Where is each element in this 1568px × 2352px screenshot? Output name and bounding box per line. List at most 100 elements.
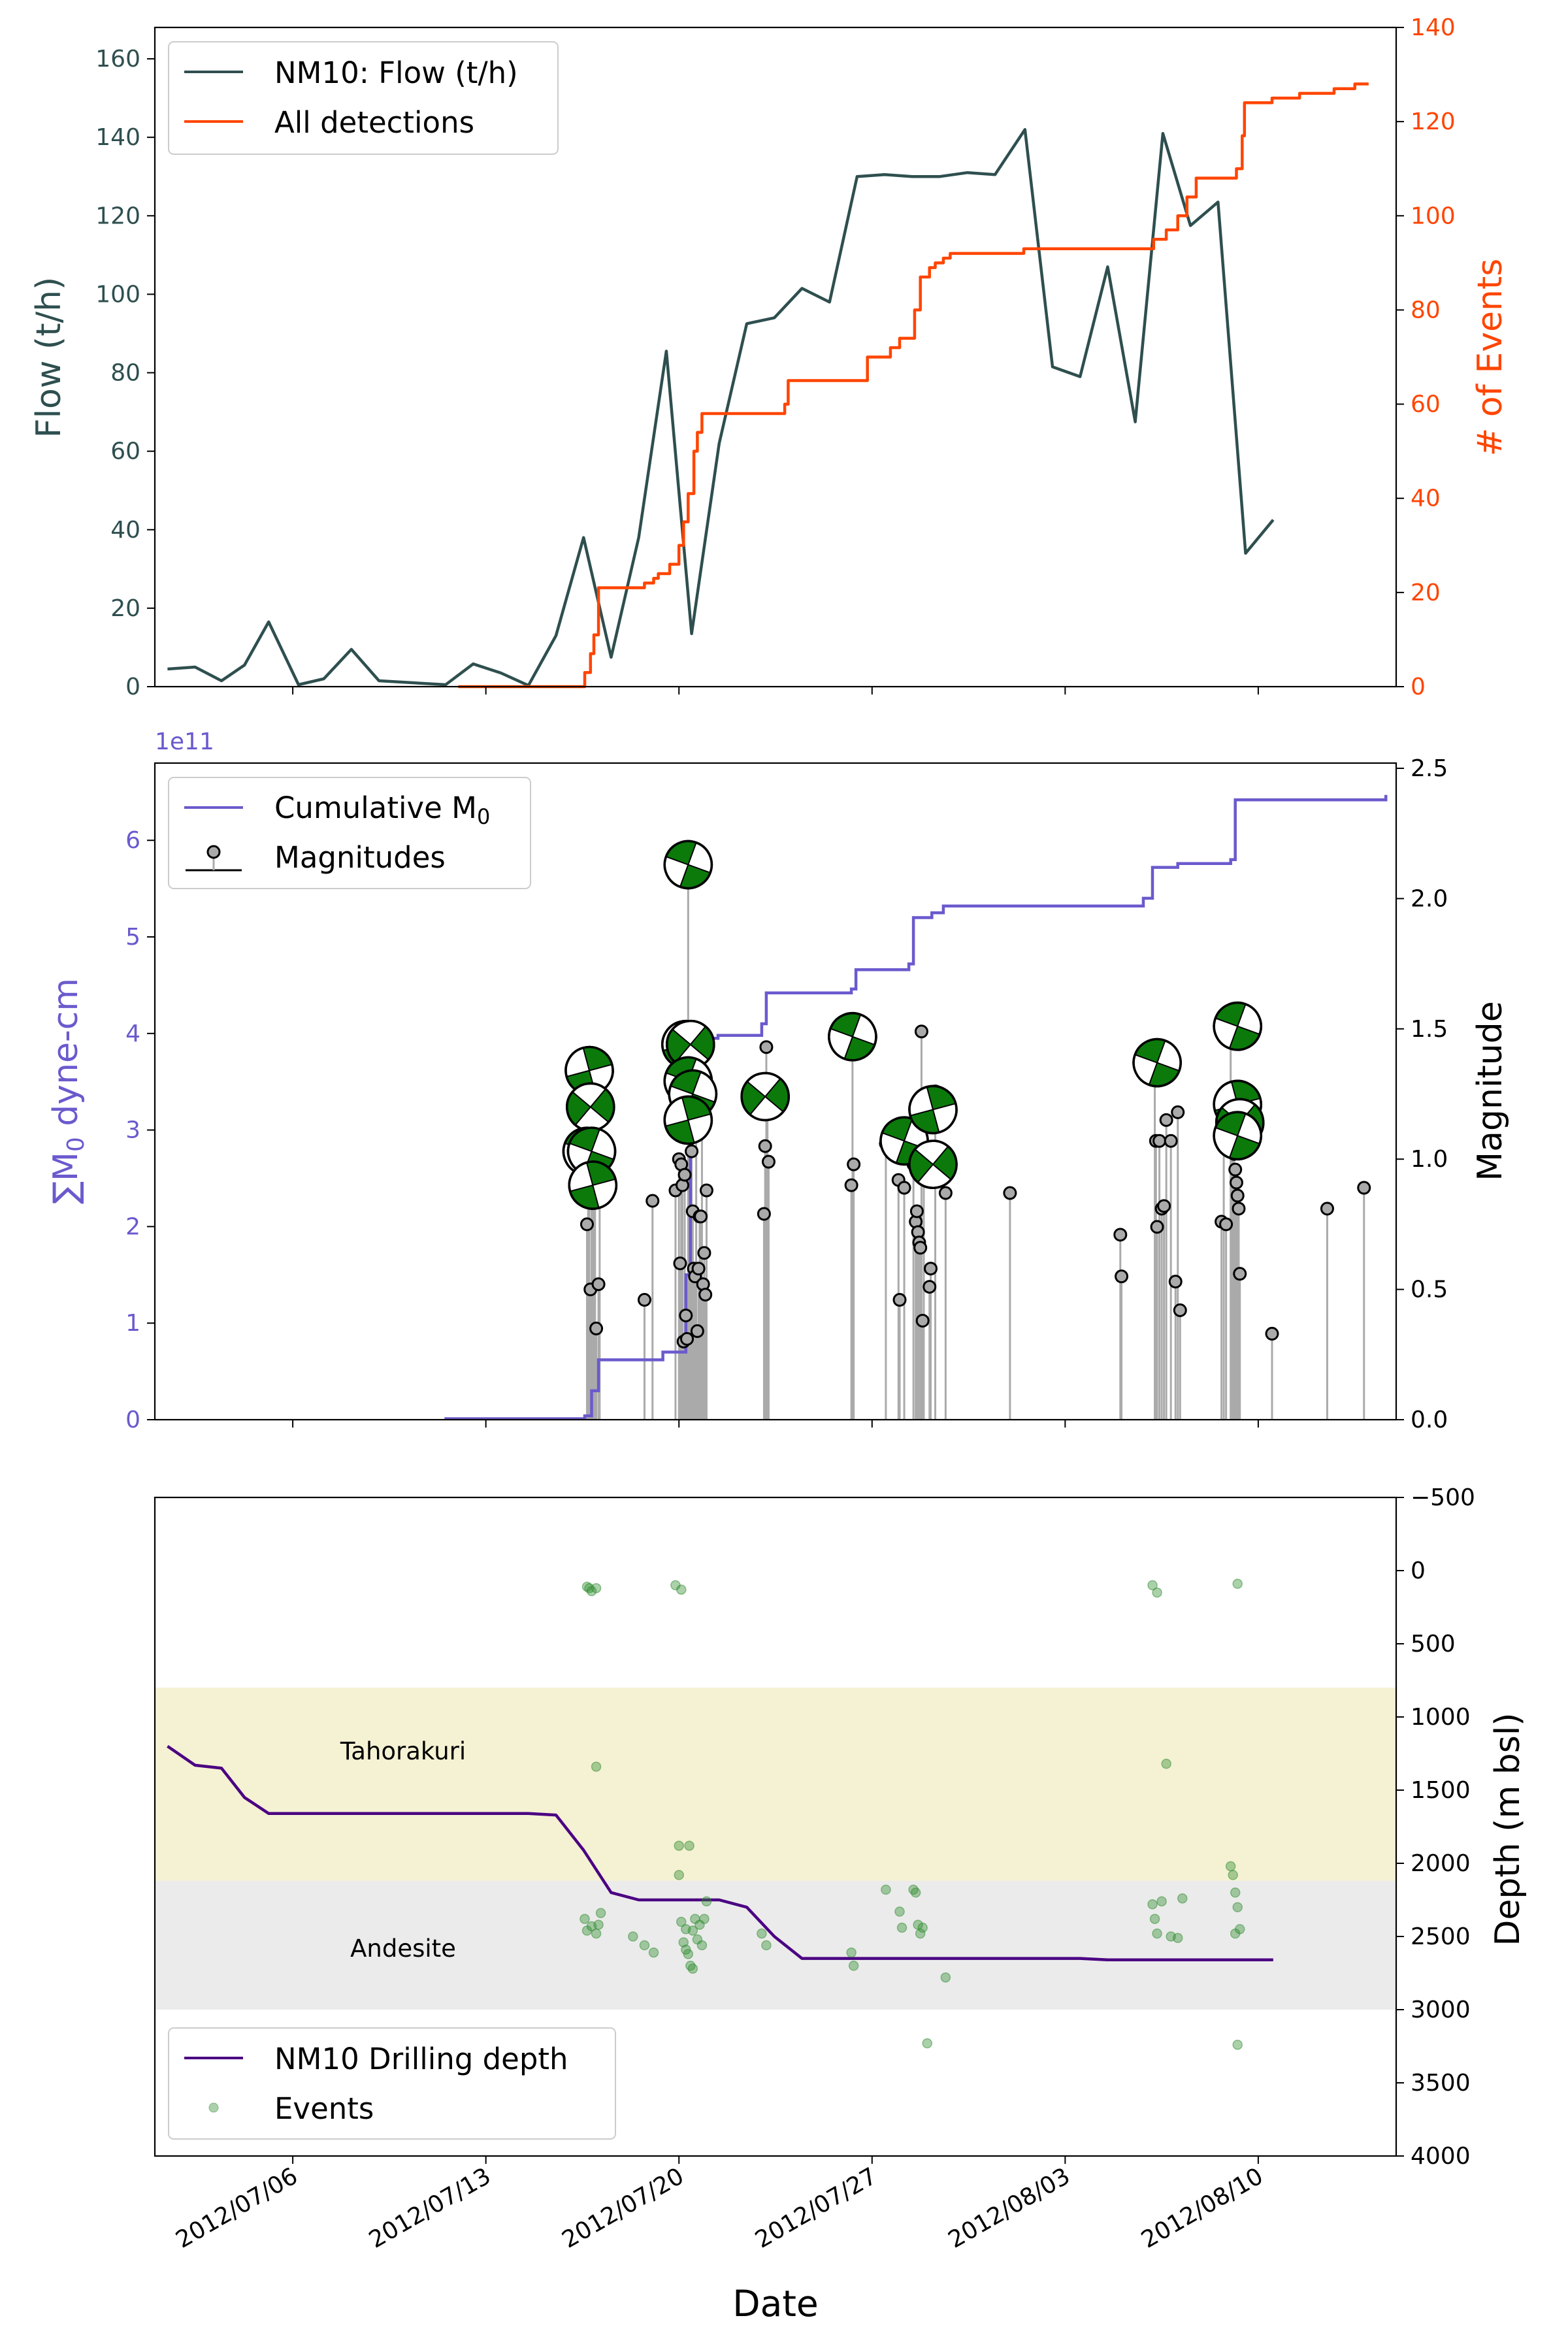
magnitude-marker <box>1168 1275 1183 1289</box>
event-point <box>580 1914 590 1924</box>
beachball-rim <box>566 1082 615 1132</box>
flow-x-ticks <box>292 687 1259 694</box>
event-point <box>917 1922 928 1933</box>
magnitude-axis-label: Magnitude <box>1471 1001 1510 1181</box>
magnitude-marker <box>1173 1303 1187 1317</box>
y-tick-label-right: 0 <box>1411 674 1426 700</box>
magnitude-marker <box>1164 1134 1178 1148</box>
magnitude-marker <box>923 1280 937 1294</box>
y-tick-label-right: 140 <box>1411 14 1456 41</box>
legend-events-label: Events <box>274 2091 374 2126</box>
magnitude-marker <box>685 1144 699 1158</box>
depth-panel-frame <box>154 1496 1397 2157</box>
moment-axis-label-rest: dyne-cm <box>46 978 86 1137</box>
legend-magnitude-marker <box>206 845 221 859</box>
moment-axis-label-main: ∑M <box>46 1152 86 1204</box>
cumulative-moment-line <box>444 794 1388 1420</box>
event-point <box>1230 1928 1241 1939</box>
event-point <box>683 1949 694 1959</box>
beachball-quadrant <box>909 1149 933 1183</box>
beachball-rim <box>1213 1111 1262 1161</box>
magnitude-marker <box>757 1207 771 1221</box>
magnitude-marker <box>580 1217 594 1232</box>
y-tick-label-left: 100 <box>95 281 140 308</box>
beachball-quadrant <box>742 1081 766 1115</box>
y-tick-label-right: 2.5 <box>1411 755 1448 782</box>
magnitude-marker <box>1229 1175 1243 1190</box>
moment-left-ticks: 0 1 2 3 4 5 6 <box>125 827 155 1433</box>
magnitude-marker <box>1228 1162 1243 1177</box>
y-tick-label-right: 40 <box>1411 485 1441 512</box>
event-point <box>591 1583 602 1593</box>
beachball-rim <box>1213 1002 1262 1051</box>
event-point <box>1152 1928 1162 1939</box>
magnitude-marker <box>1232 1201 1246 1216</box>
beachball-quadrant <box>765 1078 789 1112</box>
drilling-depth-line <box>167 1744 1273 1962</box>
magnitude-marker <box>1230 1188 1245 1203</box>
event-point <box>896 1922 907 1933</box>
event-point <box>1232 1902 1243 1912</box>
y-tick-label-left: 20 <box>110 595 140 622</box>
legend-moment-label: Cumulative M0 <box>274 791 490 829</box>
event-point <box>648 1947 659 1958</box>
y-tick-label-left: 4 <box>125 1021 140 1047</box>
event-point <box>1156 1896 1167 1906</box>
y-tick-label-left: 140 <box>95 124 140 151</box>
event-point <box>687 1963 698 1974</box>
focal-mechanism-beachball <box>908 1139 958 1189</box>
x-axis-label: Date <box>732 2283 818 2325</box>
beachball-rim <box>908 1139 958 1189</box>
event-point <box>922 2038 932 2049</box>
moment-panel-frame <box>154 762 1397 1421</box>
focal-mechanism-beachball <box>566 1082 615 1132</box>
focal-mechanism-beachball <box>740 1071 790 1122</box>
beachball-rim <box>663 1095 713 1145</box>
event-point <box>1147 1899 1158 1910</box>
band-label-tahorakuri: Tahorakuri <box>340 1737 466 1765</box>
event-point <box>910 1887 921 1898</box>
beachball-nodal-plane <box>746 1081 784 1113</box>
y-tick-label-right: 3000 <box>1411 1997 1471 2023</box>
band-label-andesite: Andesite <box>350 1935 456 1963</box>
event-point <box>757 1928 767 1939</box>
y-tick-label-left: 40 <box>110 517 140 544</box>
y-tick-label-left: 1 <box>125 1310 140 1337</box>
magnitude-marker <box>1159 1113 1173 1127</box>
beachball-nodal-plane <box>1228 1113 1247 1158</box>
moment-right-ticks: 0.0 0.5 1.0 1.5 2.0 2.5 <box>1396 755 1448 1433</box>
flow-right-ticks: 0 20 40 60 80 100 120 140 <box>1396 14 1456 700</box>
event-point <box>1232 2040 1243 2050</box>
beachball-nodal-plane <box>1228 1004 1247 1049</box>
y-tick-label-right: 120 <box>1411 108 1456 135</box>
beachball-nodal-plane <box>914 1149 952 1181</box>
y-tick-label-right: 1000 <box>1411 1704 1471 1731</box>
event-point <box>676 1584 687 1595</box>
y-tick-label-right: 0 <box>1411 1558 1426 1584</box>
event-point <box>684 1840 694 1851</box>
beachball-rim <box>1132 1037 1182 1088</box>
event-point <box>1147 1580 1158 1591</box>
event-point <box>696 1940 708 1951</box>
magnitude-marker <box>1003 1186 1017 1200</box>
magnitude-marker <box>690 1324 704 1338</box>
event-point <box>1177 1893 1188 1904</box>
magnitude-marker <box>694 1209 708 1224</box>
event-point <box>1149 1914 1160 1924</box>
beachball-rim <box>740 1071 790 1122</box>
y-tick-label-left: 60 <box>110 438 140 465</box>
magnitude-marker <box>1357 1181 1371 1195</box>
y-tick-label-left: 0 <box>125 1407 140 1433</box>
y-tick-label-left: 120 <box>95 203 140 229</box>
flow-left-ticks: 0 20 40 60 80 100 120 140 160 <box>95 46 155 700</box>
magnitude-marker <box>909 1204 924 1218</box>
legend-magnitude-label: Magnitudes <box>274 840 446 875</box>
moment-axis-label-sub: 0 <box>63 1137 90 1152</box>
magnitude-marker <box>699 1183 713 1198</box>
beachball-rim <box>663 840 713 890</box>
event-point <box>940 1972 951 1983</box>
y-tick-label-left: 6 <box>125 827 140 854</box>
flow-panel: 0 20 40 60 80 100 120 140 160 0 20 40 60 80 100 120 140… <box>29 14 1510 700</box>
lithology-band <box>155 1880 1396 2010</box>
focal-mechanism-beachball <box>568 1160 618 1210</box>
